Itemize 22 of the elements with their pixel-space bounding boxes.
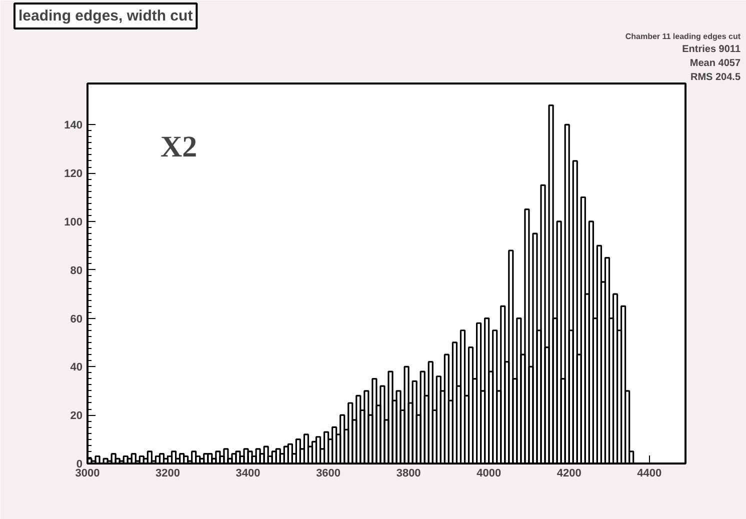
annotation: X2 <box>160 130 198 164</box>
x-tick-label: 3000 <box>75 468 100 480</box>
y-tick-label: 20 <box>70 410 83 422</box>
y-tick-label: 120 <box>64 168 83 180</box>
x-tick-label: 4200 <box>556 468 582 480</box>
text: Entries 9011 <box>682 44 741 55</box>
x-tick-label: 3800 <box>396 468 421 480</box>
text: Chamber 11 leading edges cut <box>625 32 741 41</box>
x-tick-label: 4400 <box>637 468 662 480</box>
y-tick-label: 40 <box>70 362 83 374</box>
x-tick-label: 3600 <box>316 468 341 480</box>
y-tick-label: 80 <box>70 264 83 277</box>
x-tick-label: 3200 <box>156 468 180 480</box>
y-tick-label: 100 <box>64 216 83 228</box>
x-tick-label: 3400 <box>236 468 260 480</box>
x-tick-label: 4000 <box>476 468 502 480</box>
y-tick-label: 60 <box>70 313 83 326</box>
text: RMS 204.5 <box>690 72 741 83</box>
text: Mean 4057 <box>690 58 741 69</box>
chart-title: leading edges, width cut <box>18 8 193 24</box>
y-tick-label: 0 <box>76 458 83 470</box>
y-tick-label: 140 <box>64 120 83 132</box>
